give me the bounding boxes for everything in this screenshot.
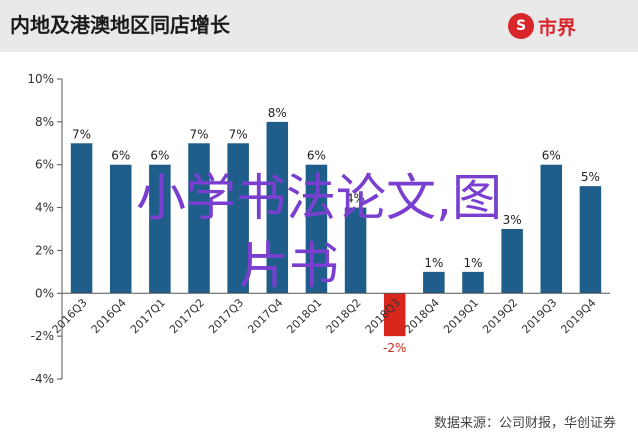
data-label: 7% (72, 127, 91, 141)
bar (383, 293, 406, 337)
y-tick-label: 2% (35, 243, 54, 257)
bar (540, 164, 563, 294)
brand-logo-icon: S (508, 13, 534, 39)
y-tick-label: 6% (35, 158, 54, 172)
data-label: -2% (383, 341, 406, 355)
x-tick-label: 2018Q1 (284, 296, 324, 336)
bar (344, 207, 367, 294)
x-tick-label: 2019Q2 (480, 296, 520, 336)
data-label: 3% (503, 213, 522, 227)
bar (423, 271, 445, 294)
bar (305, 164, 328, 294)
data-label: 6% (111, 149, 130, 163)
y-tick-label: 10% (27, 72, 54, 86)
x-tick-label: 2019Q1 (441, 296, 481, 336)
data-label: 1% (463, 256, 482, 270)
chart-title: 内地及港澳地区同店增长 (10, 13, 230, 37)
x-tick-label: 2018Q2 (324, 296, 364, 336)
bar (501, 229, 523, 294)
bar (188, 143, 210, 294)
data-label: 7% (229, 127, 248, 141)
title-bar: 内地及港澳地区同店增长 S 市界 (0, 0, 638, 52)
data-label: 6% (542, 149, 561, 163)
bar (227, 143, 249, 294)
x-tick-label: 2019Q3 (519, 296, 559, 336)
x-tick-label: 2017Q2 (167, 296, 207, 336)
bar (70, 143, 93, 294)
data-source: 数据来源：公司财报，华创证券 (433, 416, 616, 431)
data-label: 7% (189, 127, 208, 141)
data-label: 4% (346, 192, 365, 206)
x-tick-label: 2016Q3 (50, 296, 90, 336)
y-tick-label: -2% (31, 329, 54, 343)
bar-chart: -4% -2% 0% 2% 4% 6% 8% 10% 7% 6% 6% 7% 7% 8% 6% 4% -2% 1%… (27, 72, 610, 386)
brand-logo-text: 市界 (538, 17, 577, 39)
y-tick-label: 8% (35, 115, 54, 129)
x-tick-label: 2017Q1 (128, 296, 168, 336)
bar (579, 186, 602, 294)
bar (149, 164, 171, 294)
y-tick-label: 4% (35, 201, 54, 215)
data-label: 1% (424, 256, 443, 270)
data-label: 5% (581, 170, 600, 184)
bar (109, 164, 132, 294)
bar (462, 271, 484, 294)
y-tick-label: 0% (35, 286, 54, 300)
bar (266, 121, 289, 294)
brand-logo: S 市界 (508, 12, 628, 40)
x-tick-label: 2017Q4 (245, 296, 285, 336)
x-tick-label: 2017Q3 (206, 296, 246, 336)
data-label: 6% (307, 149, 326, 163)
x-tick-label: 2018Q4 (402, 296, 442, 336)
data-label: 8% (268, 106, 287, 120)
x-tick-label: 2016Q4 (89, 296, 129, 336)
y-tick-label: -4% (31, 372, 54, 386)
x-tick-label: 2019Q4 (558, 296, 598, 336)
data-label: 6% (150, 149, 169, 163)
